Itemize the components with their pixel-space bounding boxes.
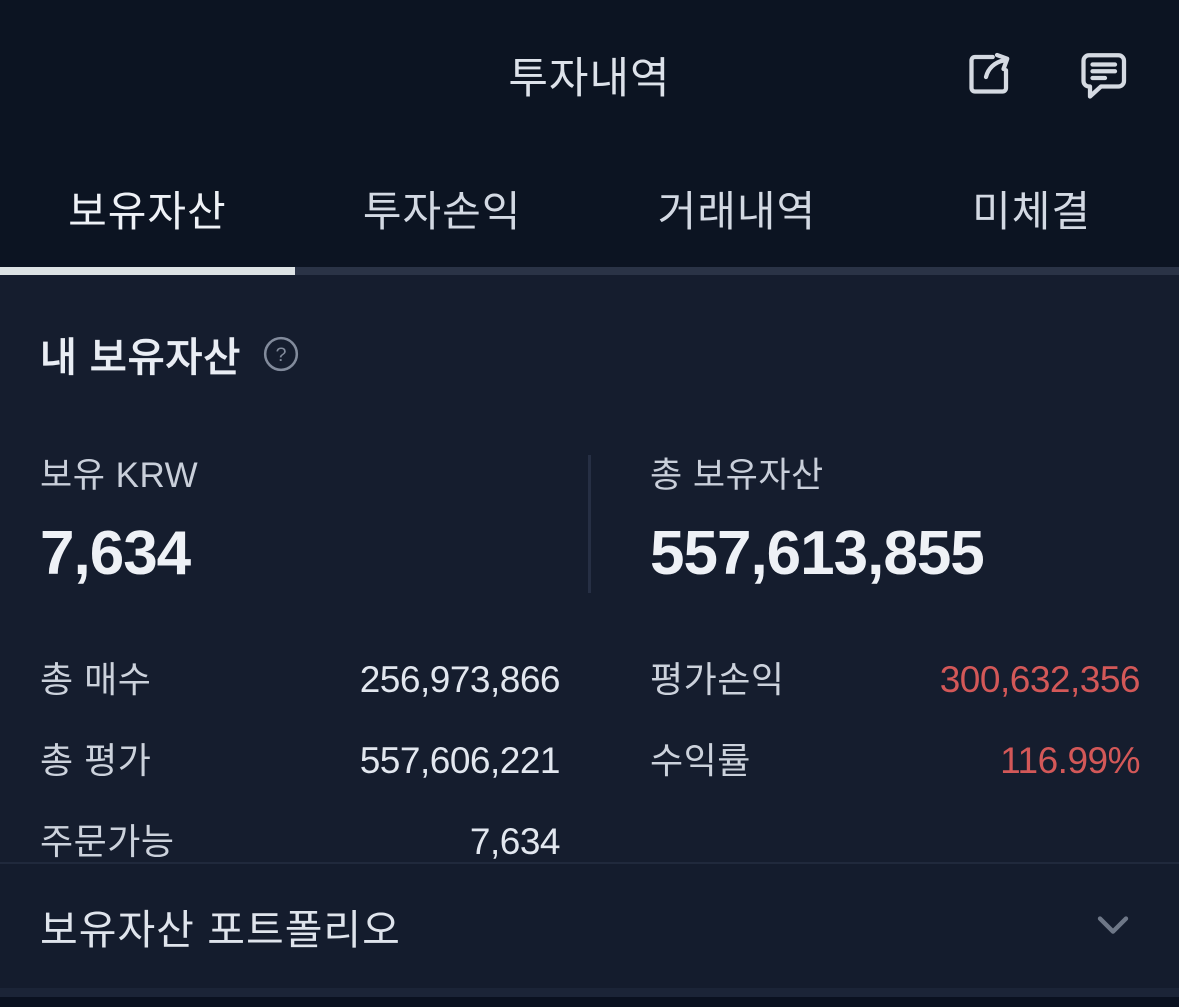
stat-value: 256,973,866 — [359, 659, 561, 700]
share-button[interactable] — [957, 43, 1021, 107]
krw-balance-label: 보유 KRW — [40, 456, 199, 495]
tab-open-orders[interactable]: 미체결 — [884, 150, 1179, 267]
stat-row-total-buy: 총 매수 256,973,866 — [40, 651, 561, 703]
stat-row-orderable: 주문가능 7,634 — [40, 813, 561, 865]
feedback-button[interactable] — [1069, 43, 1133, 107]
stats-right-column: 평가손익 300,632,356 수익률 116.99% — [650, 651, 1141, 894]
balances-row: 보유 KRW 7,634 총 보유자산 557,613,855 — [40, 447, 1140, 593]
next-section-edge — [0, 997, 1179, 1007]
section-title: 내 보유자산 — [40, 336, 242, 380]
stat-label: 총 매수 — [40, 659, 152, 700]
tab-profit-loss[interactable]: 투자손익 — [295, 150, 590, 267]
section-divider — [0, 988, 1179, 997]
help-button[interactable]: ? — [261, 335, 301, 375]
chevron-down-icon — [1087, 898, 1139, 955]
header-actions — [957, 43, 1133, 107]
krw-balance-block: 보유 KRW 7,634 — [40, 447, 560, 589]
stat-row-total-valuation: 총 평가 557,606,221 — [40, 732, 561, 784]
tab-transaction-history[interactable]: 거래내역 — [590, 150, 885, 267]
section-title-row: 내 보유자산 ? — [40, 325, 1140, 383]
chat-memo-icon — [1071, 44, 1131, 107]
tab-bar: 보유자산 투자손익 거래내역 미체결 — [0, 150, 1179, 275]
app-header: 투자내역 — [0, 0, 1179, 150]
stat-label: 수익률 — [650, 740, 751, 781]
stat-value: 557,606,221 — [359, 740, 561, 781]
portfolio-title: 보유자산 포트폴리오 — [40, 907, 401, 953]
question-circle-icon: ? — [262, 335, 300, 376]
total-assets-value: 557,613,855 — [650, 519, 985, 588]
share-icon — [959, 44, 1019, 107]
stats-left-column: 총 매수 256,973,866 총 평가 557,606,221 주문가능 7… — [40, 651, 561, 894]
portfolio-section-header[interactable]: 보유자산 포트폴리오 — [0, 862, 1179, 988]
active-tab-indicator — [0, 267, 295, 275]
tab-holdings[interactable]: 보유자산 — [0, 150, 295, 267]
stat-value-return-rate: 116.99% — [1000, 740, 1140, 781]
stat-row-return-rate: 수익률 116.99% — [650, 732, 1140, 784]
page-title: 투자내역 — [508, 55, 671, 103]
stat-value-profit: 300,632,356 — [939, 659, 1141, 700]
stat-label: 주문가능 — [40, 821, 175, 862]
krw-balance-value: 7,634 — [40, 519, 191, 588]
stat-value: 7,634 — [469, 821, 561, 862]
svg-text:?: ? — [276, 343, 287, 365]
stat-label: 총 평가 — [40, 740, 152, 781]
total-assets-block: 총 보유자산 557,613,855 — [650, 447, 1140, 589]
balance-gap — [560, 447, 650, 593]
vertical-divider — [588, 455, 591, 593]
tab-underline-track — [0, 267, 1179, 275]
total-assets-label: 총 보유자산 — [650, 456, 824, 495]
stats-grid: 총 매수 256,973,866 총 평가 557,606,221 주문가능 7… — [40, 651, 1141, 894]
stat-row-valuation-pl: 평가손익 300,632,356 — [650, 651, 1141, 703]
stats-gap — [560, 651, 650, 894]
holdings-summary: 내 보유자산 ? 보유 KRW 7,634 총 보유자산 557,613,855… — [0, 267, 1179, 894]
stat-label: 평가손익 — [650, 659, 785, 700]
